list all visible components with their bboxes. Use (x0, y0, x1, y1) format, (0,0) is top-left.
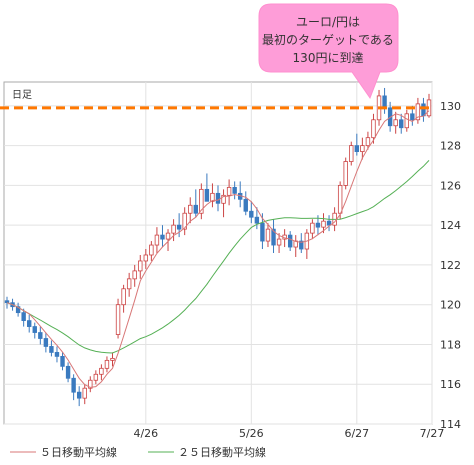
candle-body (243, 198, 248, 212)
candle-body (210, 192, 215, 202)
candle-body (221, 194, 226, 204)
candle-body (393, 119, 398, 127)
candle-body (121, 288, 126, 306)
candle-body (60, 355, 65, 367)
candle-body (149, 244, 154, 256)
candle-body (382, 95, 387, 109)
candle-body (76, 391, 82, 399)
candle-body (171, 224, 176, 234)
y-tick-label: 114 (440, 418, 461, 431)
candle-body (138, 260, 143, 272)
candle-body (399, 119, 404, 129)
x-tick-label: 5/26 (239, 427, 264, 440)
candle-body (349, 145, 354, 162)
candle-body (88, 379, 93, 389)
callout-line-3: 130円に到達 (293, 51, 364, 65)
y-tick-label: 126 (440, 179, 461, 192)
y-axis: 114 116 118 120 122 124 126 128 130 (440, 100, 461, 431)
candle-body (215, 192, 221, 204)
y-tick-label: 130 (440, 100, 461, 113)
legend: ５日移動平均線 ２５日移動平均線 (10, 445, 266, 459)
candle-body (276, 238, 282, 246)
candle-body (143, 254, 149, 262)
y-tick-label: 120 (440, 299, 461, 312)
candle-body (27, 320, 32, 327)
candle-body (310, 222, 315, 234)
timeframe-label: 日足 (12, 89, 32, 101)
candle-body (188, 204, 193, 214)
candle-body (54, 352, 60, 357)
annotation-callout: ユーロ/円は 最初のターゲットである 130円に到達 (258, 3, 399, 100)
callout-bubble (258, 3, 399, 100)
candle-body (193, 204, 198, 214)
candle-body (249, 210, 254, 218)
y-tick-label: 128 (440, 140, 461, 153)
candle-body (337, 184, 343, 214)
candle-body (271, 228, 276, 246)
legend-label-ma25: ２５日移動平均線 (178, 445, 266, 459)
candle-body (265, 228, 271, 242)
candle-body (15, 306, 21, 314)
candle-body (204, 188, 210, 202)
candle-body (4, 300, 10, 304)
y-tick-label: 116 (440, 378, 461, 391)
candle-body (299, 240, 304, 250)
candle-body (404, 113, 409, 129)
x-tick-label: 4/26 (133, 427, 158, 440)
candle-body (315, 222, 321, 228)
candle-body (415, 103, 421, 121)
candle-body (160, 234, 165, 240)
candle-body (82, 387, 87, 399)
candle-body (43, 338, 49, 347)
candle-body (176, 224, 182, 230)
candle-body (182, 212, 187, 230)
ma25-line (6, 160, 430, 354)
candle-body (154, 234, 160, 246)
candle-body (365, 137, 371, 147)
callout-line-1: ユーロ/円は (296, 15, 360, 29)
candle-body (38, 332, 43, 339)
candle-body (254, 216, 260, 224)
candle-body (410, 113, 415, 121)
ma5-line (6, 110, 430, 388)
candle-body (199, 188, 204, 214)
candle-body (32, 326, 37, 333)
candle-body (226, 186, 232, 196)
plot-area (3, 81, 433, 425)
y-tick-label: 118 (440, 338, 461, 351)
candle-body (343, 161, 348, 186)
candle-body (421, 103, 426, 117)
candle-body (360, 145, 365, 152)
y-tick-label: 122 (440, 259, 461, 272)
callout-line-2: 最初のターゲットである (262, 33, 394, 47)
x-axis: 4/26 5/26 6/27 7/27 (133, 427, 444, 440)
x-tick-label: 6/27 (344, 427, 369, 440)
candle-body (321, 220, 326, 228)
x-tick-label: 7/27 (420, 427, 445, 440)
candle-body (93, 373, 99, 381)
candle-body (260, 222, 265, 242)
candle-body (49, 346, 54, 353)
candle-body (104, 359, 110, 369)
candle-body (110, 357, 115, 361)
candle-body (21, 312, 26, 322)
candle-body (232, 186, 237, 194)
candle-body (65, 365, 71, 379)
candle-body (115, 304, 121, 335)
candle-body (132, 270, 137, 280)
candle-body (99, 367, 104, 375)
candle-body (71, 377, 76, 393)
candle-body (165, 232, 171, 240)
candle-body (326, 220, 332, 226)
candle-body (371, 119, 376, 139)
y-tick-label: 124 (440, 219, 461, 232)
candle-body (126, 278, 132, 290)
legend-label-ma5: ５日移動平均線 (40, 445, 117, 459)
candle-body (287, 234, 293, 248)
candle-body (354, 145, 360, 152)
